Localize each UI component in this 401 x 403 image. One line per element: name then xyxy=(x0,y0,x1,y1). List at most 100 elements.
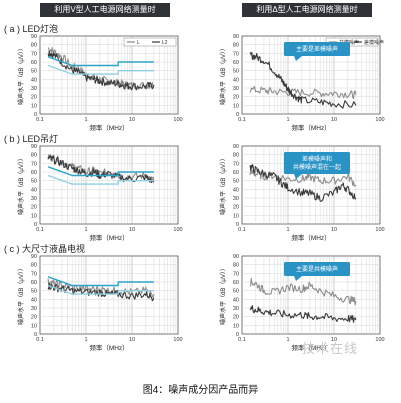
x-tick-label: 0.1 xyxy=(36,227,44,233)
y-tick-label: 90 xyxy=(31,254,37,260)
series-line-0 xyxy=(249,278,357,306)
chart-c-left: 0 10 20 30 40 50 60 70 80 90 0.1 1 10 100 频率（MHz） 噪声水平（… xyxy=(17,254,183,352)
series-line-1 xyxy=(249,51,357,109)
chart-b-left: 0 10 20 30 40 50 60 70 80 90 0.1 1 10 100 频率（MHz） 噪声水平（… xyxy=(17,144,183,242)
x-tick-label: 100 xyxy=(173,227,182,233)
y-tick-label: 0 xyxy=(236,332,239,338)
x-axis-label: 频率（MHz） xyxy=(89,343,128,352)
y-tick-label: 70 xyxy=(233,271,239,277)
y-tick-label: 10 xyxy=(233,103,239,109)
y-tick-label: 40 xyxy=(31,187,37,193)
y-axis-label: 噪声水平（dB（μV）） xyxy=(219,45,227,105)
x-tick-label: 100 xyxy=(375,227,384,233)
y-tick-label: 50 xyxy=(233,69,239,75)
series-line-1 xyxy=(249,164,357,202)
y-tick-label: 80 xyxy=(233,263,239,269)
series-line-0 xyxy=(47,47,155,90)
section-label-b: ( b ) LED吊灯 xyxy=(4,134,59,144)
series-line-1 xyxy=(249,305,357,323)
x-tick-label: 10 xyxy=(129,117,135,123)
y-tick-label: 60 xyxy=(233,60,239,66)
y-tick-label: 50 xyxy=(31,179,37,185)
y-tick-label: 70 xyxy=(31,161,37,167)
y-tick-label: 40 xyxy=(233,187,239,193)
y-tick-label: 20 xyxy=(31,205,37,211)
y-axis-label: 噪声水平（dB（μV）） xyxy=(219,155,227,215)
plot-area xyxy=(39,35,179,115)
y-tick-label: 30 xyxy=(31,306,37,312)
y-tick-label: 10 xyxy=(233,213,239,219)
y-tick-label: 20 xyxy=(233,315,239,321)
series-line-3 xyxy=(47,64,154,75)
y-tick-label: 60 xyxy=(31,280,37,286)
section-label-c: ( c ) 大尺寸液晶电视 xyxy=(4,244,85,254)
y-tick-label: 30 xyxy=(233,86,239,92)
y-tick-label: 20 xyxy=(31,315,37,321)
y-tick-label: 60 xyxy=(31,170,37,176)
y-tick-label: 70 xyxy=(31,51,37,57)
callout-pointer xyxy=(294,56,302,61)
y-tick-label: 30 xyxy=(31,196,37,202)
series-line-2 xyxy=(47,276,154,287)
y-tick-label: 90 xyxy=(233,144,239,150)
watermark: 技术在线 xyxy=(302,341,359,356)
x-tick-label: 100 xyxy=(173,117,182,123)
x-tick-label: 10 xyxy=(129,227,135,233)
callout-pointer xyxy=(294,276,302,281)
y-tick-label: 0 xyxy=(236,222,239,228)
y-tick-label: 30 xyxy=(233,196,239,202)
x-tick-label: 10 xyxy=(331,117,337,123)
section-label-a: ( a ) LED灯泡 xyxy=(4,24,59,34)
callout-text: 主要是差模噪声 xyxy=(296,45,338,53)
chart-a-right: 0 10 20 30 40 50 60 70 80 90 0.1 1 10 100 频率（MHz） 噪声水平（… xyxy=(219,34,385,132)
x-axis-label: 频率（MHz） xyxy=(291,343,330,352)
plot-area xyxy=(39,255,179,335)
y-tick-label: 30 xyxy=(31,86,37,92)
y-tick-label: 0 xyxy=(34,112,37,118)
y-tick-label: 80 xyxy=(31,263,37,269)
y-tick-label: 20 xyxy=(233,95,239,101)
y-tick-label: 40 xyxy=(233,297,239,303)
callout-box xyxy=(284,262,350,276)
x-tick-label: 10 xyxy=(331,337,337,343)
x-tick-label: 1 xyxy=(286,227,289,233)
y-tick-label: 10 xyxy=(31,103,37,109)
y-tick-label: 0 xyxy=(236,112,239,118)
callout-text: 共模噪声混在一起 xyxy=(293,163,341,171)
y-tick-label: 50 xyxy=(31,69,37,75)
series-line-0 xyxy=(249,85,357,100)
y-axis-label: 噪声水平（dB（μV）） xyxy=(219,265,227,325)
y-axis-label: 噪声水平（dB（μV）） xyxy=(17,265,25,325)
y-tick-label: 0 xyxy=(34,332,37,338)
callout-box xyxy=(284,152,350,174)
x-tick-label: 0.1 xyxy=(238,117,246,123)
y-axis-label: 噪声水平（dB（μV）） xyxy=(17,45,25,105)
x-tick-label: 0.1 xyxy=(238,227,246,233)
legend-label: 差模噪声 xyxy=(364,39,384,46)
series-line-3 xyxy=(47,174,154,185)
y-tick-label: 40 xyxy=(31,77,37,83)
y-tick-label: 0 xyxy=(34,222,37,228)
y-tick-label: 30 xyxy=(233,306,239,312)
y-tick-label: 80 xyxy=(233,43,239,49)
y-tick-label: 90 xyxy=(233,34,239,40)
y-tick-label: 70 xyxy=(233,161,239,167)
series-line-1 xyxy=(47,50,155,91)
series-line-0 xyxy=(47,278,155,298)
y-tick-label: 70 xyxy=(31,271,37,277)
x-tick-label: 100 xyxy=(375,337,384,343)
y-tick-label: 40 xyxy=(31,297,37,303)
callout-text: 差模噪声和 xyxy=(302,155,332,163)
x-tick-label: 0.1 xyxy=(238,337,246,343)
y-tick-label: 40 xyxy=(233,77,239,83)
y-tick-label: 80 xyxy=(31,43,37,49)
x-tick-label: 1 xyxy=(84,227,87,233)
y-tick-label: 10 xyxy=(31,213,37,219)
figure-caption: 图4：噪声成分因产品而异 xyxy=(142,385,259,396)
y-tick-label: 80 xyxy=(233,153,239,159)
x-tick-label: 1 xyxy=(286,337,289,343)
callout-box xyxy=(284,42,350,56)
legend-box xyxy=(123,37,177,47)
y-tick-label: 90 xyxy=(233,254,239,260)
callout-text: 主要是共模噪声 xyxy=(296,265,338,273)
